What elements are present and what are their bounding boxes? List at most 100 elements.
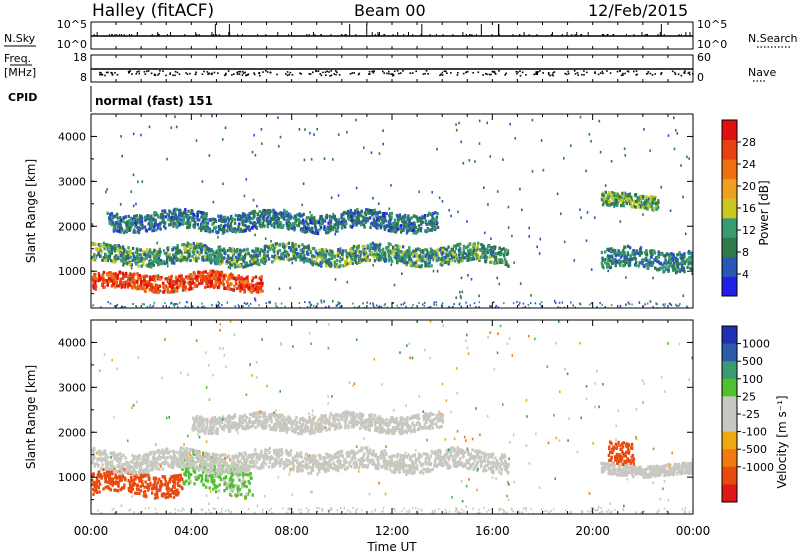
heatmap-cell xyxy=(106,283,109,287)
nave-dot xyxy=(207,73,209,76)
heatmap-cell xyxy=(502,260,506,264)
heatmap-cell xyxy=(325,213,328,217)
heatmap-cell xyxy=(467,249,470,253)
heatmap-cell xyxy=(253,133,255,137)
heatmap-cell xyxy=(478,306,480,308)
heatmap-cell xyxy=(150,277,153,281)
heatmap-cell xyxy=(649,149,651,153)
heatmap-cell xyxy=(627,301,630,304)
heatmap-cell xyxy=(192,243,195,247)
heatmap-cell xyxy=(153,301,156,304)
heatmap-cell xyxy=(418,190,420,194)
heatmap-cell xyxy=(405,226,409,230)
nave-dot xyxy=(409,72,412,74)
heatmap-cell xyxy=(164,221,167,225)
heatmap-cell xyxy=(306,216,309,220)
heatmap-cell xyxy=(209,257,213,261)
heatmap-cell xyxy=(419,258,422,262)
heatmap-cell xyxy=(354,254,357,258)
nave-dot xyxy=(567,72,570,75)
heatmap-cell xyxy=(215,251,218,255)
heatmap-cell xyxy=(265,254,268,258)
heatmap-cell xyxy=(238,230,241,234)
heatmap-cell xyxy=(405,305,407,308)
heatmap-cell xyxy=(119,221,122,226)
heatmap-cell xyxy=(302,245,306,249)
nave-dot xyxy=(237,70,240,73)
heatmap-cell xyxy=(184,221,187,225)
heatmap-cell xyxy=(114,260,117,264)
heatmap-cell xyxy=(258,304,260,307)
nsearch-tick-bottom: 10^0 xyxy=(697,38,727,51)
nave-dot xyxy=(195,71,197,74)
heatmap-cell xyxy=(139,286,142,291)
heatmap-cell xyxy=(369,242,372,246)
heatmap-cell xyxy=(158,277,161,281)
heatmap-cell xyxy=(454,246,458,251)
heatmap-cell xyxy=(174,275,178,279)
heatmap-cell xyxy=(223,215,227,219)
heatmap-cell xyxy=(171,248,174,252)
heatmap-cell xyxy=(148,259,150,263)
nave-dot xyxy=(174,74,176,77)
nave-dot xyxy=(186,73,189,75)
heatmap-cell xyxy=(435,215,439,219)
heatmap-cell xyxy=(197,210,200,214)
heatmap-cell xyxy=(421,249,424,253)
heatmap-cell xyxy=(113,260,116,264)
heatmap-cell xyxy=(441,255,445,259)
heatmap-cell xyxy=(164,215,168,219)
heatmap-cell xyxy=(148,219,152,224)
heatmap-cell xyxy=(370,253,374,257)
heatmap-cell xyxy=(237,286,241,290)
heatmap-cell xyxy=(390,184,392,187)
heatmap-cell xyxy=(208,154,211,157)
heatmap-cell xyxy=(145,274,149,278)
heatmap-cell xyxy=(570,301,572,304)
heatmap-cell xyxy=(300,251,304,255)
heatmap-cell xyxy=(631,252,634,256)
heatmap-cell xyxy=(327,221,330,225)
heatmap-cell xyxy=(378,254,381,258)
heatmap-cell xyxy=(389,218,392,222)
heatmap-cell xyxy=(268,248,272,252)
heatmap-cell xyxy=(461,258,465,262)
heatmap-cell xyxy=(144,289,147,293)
heatmap-cell xyxy=(378,219,381,223)
heatmap-cell xyxy=(184,305,187,308)
heatmap-cell xyxy=(349,224,352,228)
heatmap-cell xyxy=(237,255,240,259)
y-tick-label: 4000 xyxy=(58,130,86,143)
heatmap-cell xyxy=(142,283,146,287)
heatmap-cell xyxy=(114,274,118,279)
heatmap-cell xyxy=(540,139,543,142)
heatmap-cell xyxy=(655,205,658,209)
heatmap-cell xyxy=(217,230,220,234)
nave-dot xyxy=(674,73,677,76)
heatmap-cell xyxy=(115,284,119,288)
heatmap-cell xyxy=(333,255,336,259)
heatmap-cell xyxy=(151,289,154,293)
heatmap-cell xyxy=(294,214,297,218)
heatmap-cell xyxy=(208,249,211,253)
heatmap-cell xyxy=(503,302,505,304)
heatmap-cell xyxy=(194,244,198,248)
heatmap-cell xyxy=(97,272,100,276)
heatmap-cell xyxy=(130,274,133,278)
heatmap-cell xyxy=(256,204,258,208)
heatmap-cell xyxy=(173,214,177,218)
heatmap-cell xyxy=(232,254,234,258)
heatmap-cell xyxy=(469,249,473,253)
nave-dot xyxy=(649,72,652,75)
heatmap-cell xyxy=(307,244,310,248)
heatmap-cell xyxy=(668,302,671,305)
heatmap-cell xyxy=(214,219,217,223)
nave-dot xyxy=(477,71,480,73)
heatmap-cell xyxy=(624,191,627,195)
heatmap-cell xyxy=(410,223,413,227)
heatmap-cell xyxy=(431,214,434,218)
heatmap-cell xyxy=(158,253,161,257)
heatmap-cell xyxy=(243,259,245,263)
heatmap-cell xyxy=(402,303,405,306)
